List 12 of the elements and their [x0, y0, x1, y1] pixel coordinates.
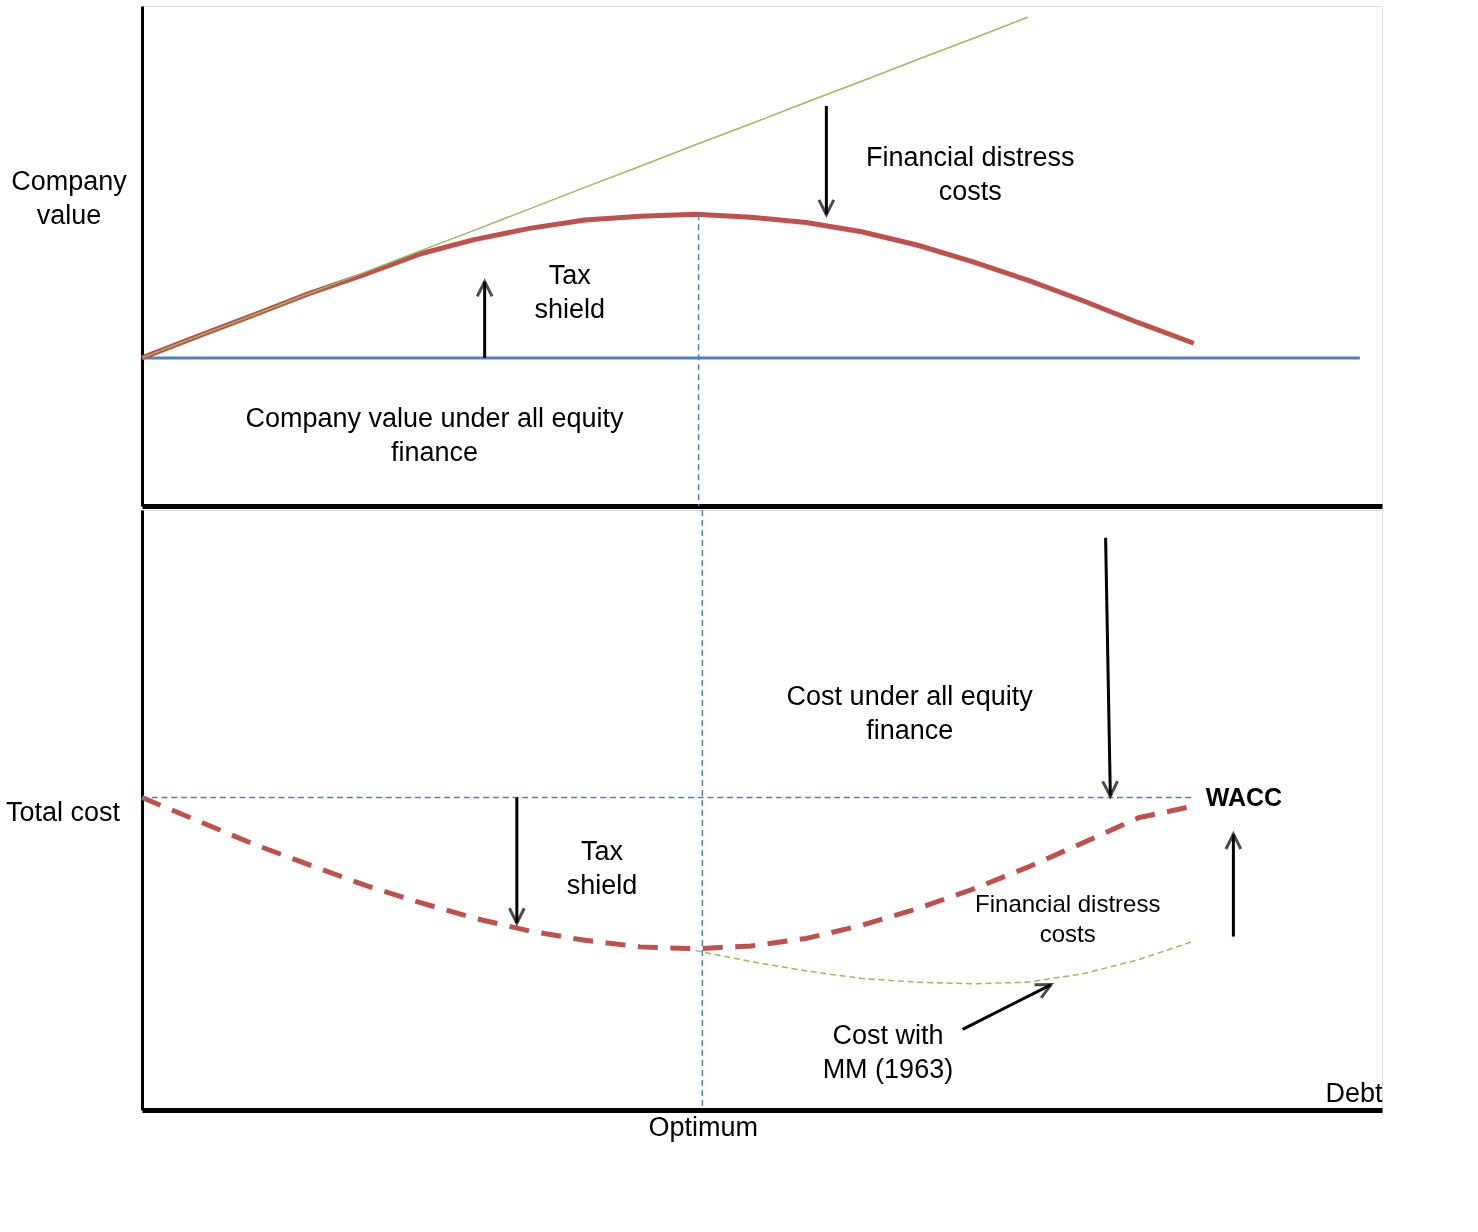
y-axis-title: Total cost: [5, 797, 121, 828]
annotation: Tax shield: [534, 260, 606, 325]
annotation: Cost with MM (1963): [822, 1019, 954, 1084]
annotation: Financial distress costs: [865, 141, 1075, 206]
text: Cost under all equity finance: [786, 681, 1034, 746]
y-axis-title: Company value: [11, 165, 128, 230]
annotation: Financial distress costs: [975, 890, 1161, 947]
x-axis-title: Debt: [1325, 1077, 1383, 1108]
annotation: Company value under all equity finance: [245, 403, 625, 467]
ref-line-label: WACC: [1205, 782, 1283, 811]
annotation: Tax shield: [566, 836, 638, 900]
text: Optimum: [648, 1111, 759, 1142]
